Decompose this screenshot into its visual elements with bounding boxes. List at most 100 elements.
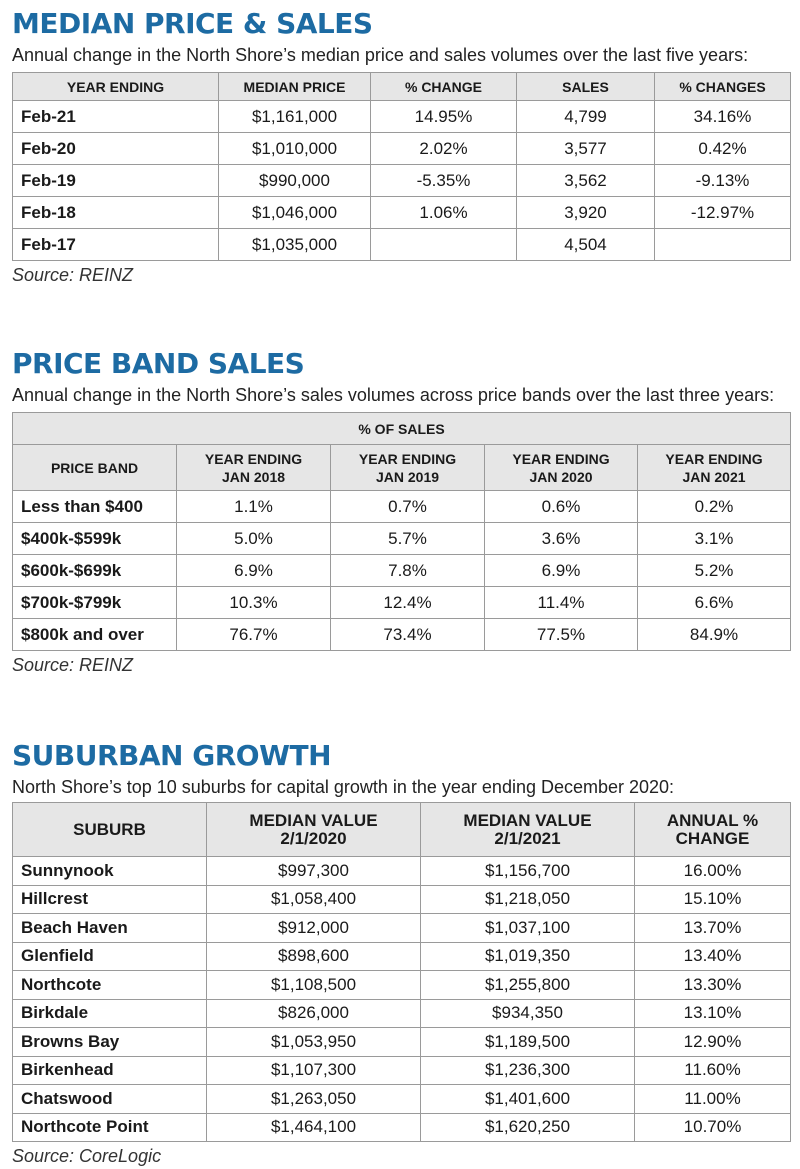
- table-cell: [654, 228, 791, 261]
- table-cell: $898,600: [206, 941, 421, 971]
- median-source: Source: REINZ: [12, 265, 134, 285]
- table-cell: $1,037,100: [420, 913, 635, 943]
- table-cell: 16.00%: [634, 856, 791, 886]
- table-cell: $1,046,000: [218, 196, 371, 229]
- table-cell: $1,058,400: [206, 884, 421, 914]
- priceband-source: Source: REINZ: [12, 655, 134, 675]
- table-cell: 0.2%: [636, 490, 792, 523]
- priceband-column-header: PRICE BAND: [12, 444, 177, 491]
- suburban-header-row: SUBURB MEDIAN VALUE 2/1/2020 MEDIAN VALUE 2/…: [12, 802, 791, 857]
- suburban-source: Source: CoreLogic: [12, 1146, 162, 1166]
- suburban-column-header: MEDIAN VALUE 2/1/2020: [206, 802, 421, 857]
- row-label: Feb-17: [12, 228, 219, 261]
- table-cell: $1,161,000: [218, 100, 371, 133]
- row-label: Feb-20: [12, 132, 219, 165]
- table-cell: 3,562: [516, 164, 655, 197]
- table-cell: 3.6%: [484, 522, 638, 555]
- table-cell: 77.5%: [484, 618, 638, 651]
- table-cell: 3,920: [516, 196, 655, 229]
- table-cell: 4,504: [516, 228, 655, 261]
- table-cell: 5.0%: [176, 522, 331, 555]
- table-cell: $1,035,000: [218, 228, 371, 261]
- table-row: Hillcrest $1,058,400 $1,218,050 15.10%: [12, 884, 791, 914]
- table-row: Less than $400 1.1% 0.7% 0.6% 0.2%: [12, 490, 792, 523]
- suburban-table: SUBURB MEDIAN VALUE 2/1/2020 MEDIAN VALUE 2/…: [12, 802, 791, 1142]
- priceband-section-subtitle: Annual change in the North Shore’s sales…: [12, 385, 775, 405]
- row-label: Northcote Point: [12, 1112, 207, 1142]
- table-cell: 3,577: [516, 132, 655, 165]
- priceband-column-header: YEAR ENDING JAN 2020: [484, 444, 638, 491]
- table-cell: $1,156,700: [420, 856, 635, 886]
- table-row: Browns Bay $1,053,950 $1,189,500 12.90%: [12, 1027, 791, 1057]
- table-row: Glenfield $898,600 $1,019,350 13.40%: [12, 941, 791, 971]
- suburban-section-subtitle: North Shore’s top 10 suburbs for capital…: [12, 777, 675, 797]
- table-cell: 5.2%: [636, 554, 792, 587]
- row-label: Browns Bay: [12, 1027, 207, 1057]
- row-label: Glenfield: [12, 941, 207, 971]
- table-row: $600k-$699k 6.9% 7.8% 6.9% 5.2%: [12, 554, 792, 587]
- priceband-header-row: PRICE BAND YEAR ENDING JAN 2018 YEAR ENDING…: [12, 444, 792, 491]
- price-band-section: PRICE BAND SALES Annual change in the No…: [11, 347, 792, 676]
- priceband-column-header: YEAR ENDING JAN 2019: [330, 444, 485, 491]
- median-column-header: % CHANGE: [370, 72, 517, 101]
- table-cell: $1,053,950: [206, 1027, 421, 1057]
- table-row: $700k-$799k 10.3% 12.4% 11.4% 6.6%: [12, 586, 792, 619]
- row-label: Sunnynook: [12, 856, 207, 886]
- row-label: $800k and over: [12, 618, 177, 651]
- table-row: Northcote $1,108,500 $1,255,800 13.30%: [12, 970, 791, 1000]
- priceband-column-header: YEAR ENDING JAN 2021: [636, 444, 792, 491]
- median-table: YEAR ENDING MEDIAN PRICE% CHANGE SALES% CH…: [12, 72, 791, 261]
- suburban-growth-section: SUBURBAN GROWTH North Shore’s top 10 sub…: [12, 740, 791, 1167]
- table-cell: 10.3%: [176, 586, 331, 619]
- table-cell: $1,236,300: [420, 1055, 635, 1085]
- table-cell: $1,620,250: [420, 1112, 635, 1142]
- suburban-column-header: MEDIAN VALUE 2/1/2021: [420, 802, 635, 857]
- row-label: Beach Haven: [12, 913, 207, 943]
- table-cell: $1,218,050: [420, 884, 635, 914]
- table-cell: 0.7%: [330, 490, 485, 523]
- median-column-header: SALES: [516, 72, 655, 101]
- table-cell: 12.90%: [634, 1027, 791, 1057]
- table-cell: 1.06%: [370, 196, 517, 229]
- table-cell: 10.70%: [634, 1112, 791, 1142]
- table-cell: $1,189,500: [420, 1027, 635, 1057]
- suburban-column-header: ANNUAL % CHANGE: [634, 802, 791, 857]
- priceband-column-header: YEAR ENDING JAN 2018: [176, 444, 331, 491]
- table-row: Beach Haven $912,000 $1,037,100 13.70%: [12, 913, 791, 943]
- table-cell: $997,300: [206, 856, 421, 886]
- table-row: Feb-21 $1,161,000 14.95% 4,799 34.16%: [12, 100, 791, 133]
- row-label: Birkenhead: [12, 1055, 207, 1085]
- median-section-title: MEDIAN PRICE & SALES: [12, 7, 373, 40]
- table-cell: 14.95%: [370, 100, 517, 133]
- table-cell: $1,255,800: [420, 970, 635, 1000]
- priceband-table: % OF SALES PRICE BAND YEAR ENDING JAN 2018…: [11, 412, 792, 651]
- priceband-section-title: PRICE BAND SALES: [12, 347, 305, 380]
- median-column-header: MEDIAN PRICE: [218, 72, 371, 101]
- table-cell: 12.4%: [330, 586, 485, 619]
- table-cell: $1,019,350: [420, 941, 635, 971]
- table-cell: $1,010,000: [218, 132, 371, 165]
- table-cell: 6.9%: [176, 554, 331, 587]
- row-label: Northcote: [12, 970, 207, 1000]
- table-cell: 73.4%: [330, 618, 485, 651]
- table-row: Feb-20 $1,010,000 2.02% 3,577 0.42%: [12, 132, 791, 165]
- table-row: Northcote Point $1,464,100 $1,620,250 10.70…: [12, 1112, 791, 1142]
- table-cell: 4,799: [516, 100, 655, 133]
- median-column-header: YEAR ENDING: [12, 72, 219, 101]
- table-row: Feb-18 $1,046,000 1.06% 3,920 -12.97%: [12, 196, 791, 229]
- table-row: Chatswood $1,263,050 $1,401,600 11.00%: [12, 1084, 791, 1114]
- row-label: Feb-19: [12, 164, 219, 197]
- table-cell: 13.70%: [634, 913, 791, 943]
- row-label: Birkdale: [12, 998, 207, 1028]
- table-cell: 6.6%: [636, 586, 792, 619]
- median-column-header: % CHANGES: [654, 72, 791, 101]
- row-label: Hillcrest: [12, 884, 207, 914]
- table-cell: $912,000: [206, 913, 421, 943]
- row-label: Feb-21: [12, 100, 219, 133]
- table-cell: -12.97%: [654, 196, 791, 229]
- row-label: Chatswood: [12, 1084, 207, 1114]
- table-cell: 13.40%: [634, 941, 791, 971]
- table-cell: $1,464,100: [206, 1112, 421, 1142]
- table-cell: 34.16%: [654, 100, 791, 133]
- row-label: Less than $400: [12, 490, 177, 523]
